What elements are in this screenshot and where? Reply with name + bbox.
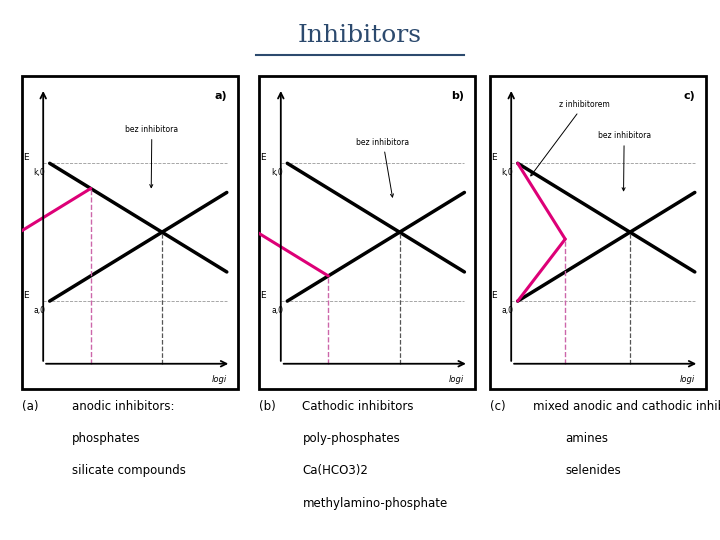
Text: E: E [261,291,266,300]
Text: a): a) [214,91,227,102]
Text: anodic inhibitors:: anodic inhibitors: [72,400,174,413]
Text: logi: logi [680,375,695,384]
Text: (a): (a) [22,400,38,413]
Text: logi: logi [449,375,464,384]
Text: z inhibitorem: z inhibitorem [0,539,1,540]
Text: (b): (b) [259,400,276,413]
Text: bez inhibitora: bez inhibitora [598,131,651,191]
Text: c): c) [683,91,695,102]
Bar [259,76,475,389]
Text: selenides: selenides [565,464,621,477]
Text: k,0: k,0 [33,168,45,177]
Text: E: E [22,153,28,162]
Text: (c): (c) [490,400,505,413]
Text: z inhibitorem: z inhibitorem [531,100,609,176]
Text: bez inhibitora: bez inhibitora [125,125,179,187]
Bar [22,76,238,389]
Bar [490,76,706,389]
Text: silicate compounds: silicate compounds [72,464,186,477]
Text: k,0: k,0 [501,168,513,177]
Text: mixed anodic and cathodic inhibitors: mixed anodic and cathodic inhibitors [533,400,720,413]
Text: Ca(HCO3)2: Ca(HCO3)2 [302,464,368,477]
Text: logi: logi [212,375,227,384]
Text: E: E [22,291,28,300]
Text: bez inhibitora: bez inhibitora [356,138,410,197]
Text: Cathodic inhibitors: Cathodic inhibitors [302,400,414,413]
Text: Inhibitors: Inhibitors [298,24,422,46]
Text: a,0: a,0 [33,306,45,315]
Text: a,0: a,0 [271,306,283,315]
Text: E: E [491,291,496,300]
Text: b): b) [451,91,464,102]
Text: poly-phosphates: poly-phosphates [302,432,400,445]
Text: phosphates: phosphates [72,432,140,445]
Text: E: E [491,153,496,162]
Text: a,0: a,0 [501,306,513,315]
Text: amines: amines [565,432,608,445]
Text: methylamino-phosphate: methylamino-phosphate [302,497,448,510]
Text: z inhibitorem: z inhibitorem [0,539,1,540]
Text: E: E [261,153,266,162]
Text: k,0: k,0 [271,168,283,177]
